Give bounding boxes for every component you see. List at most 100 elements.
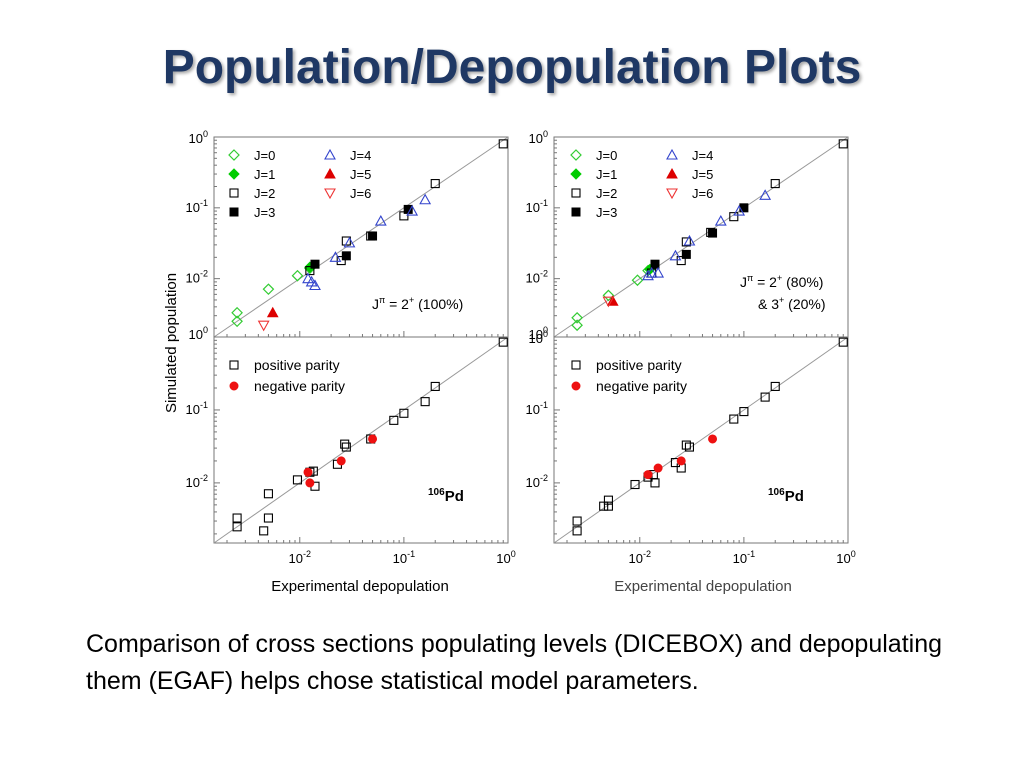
annotation-line: Jπ = 2+ (80%) [740, 273, 823, 290]
point-negative [303, 467, 313, 477]
point-J2 [838, 139, 848, 149]
legend-label-J6: J=6 [350, 186, 371, 201]
point-J2 [341, 236, 351, 246]
figure-panel: 100 10-1 10-2 100 J=0 J=1 J=2 J=3 J=4 J=5 J=6 Jπ = … [163, 129, 856, 595]
point-negative [676, 456, 686, 466]
isotope-label: 106Pd [768, 487, 804, 505]
diagonal-line [553, 336, 849, 544]
legend-marker-J5 [324, 167, 336, 179]
point-J4 [669, 249, 682, 261]
point-positive [498, 337, 508, 347]
y-tick-label: 10-1 [526, 400, 548, 417]
y-tick-label: 10-1 [526, 198, 548, 215]
legend-marker-negative [571, 381, 581, 391]
isotope-label: 106Pd [428, 487, 464, 505]
point-positive [770, 381, 780, 391]
point-J4 [683, 234, 696, 246]
point-J6 [602, 296, 615, 308]
legend-label-negative: negative parity [254, 378, 345, 394]
point-J0 [262, 283, 275, 296]
legend-label-J2: J=2 [596, 186, 617, 201]
point-J3 [341, 251, 351, 261]
legend-label-J1: J=1 [596, 167, 617, 182]
point-positive [263, 513, 273, 523]
point-positive [599, 501, 609, 511]
legend-marker-J4 [324, 148, 336, 160]
y-tick-label: 100 [529, 329, 548, 346]
y-tick-label: 100 [529, 325, 548, 342]
annotation-line: & 3+ (20%) [758, 295, 826, 312]
point-negative [336, 456, 346, 466]
legend-marker-J4 [666, 148, 678, 160]
point-negative [708, 434, 718, 444]
x-tick-label: 10-1 [733, 549, 755, 566]
point-J4 [642, 269, 654, 281]
plot-right-bottom: 100 10-1 10-2 10-2 10-1 100 positive parity neg… [526, 329, 856, 566]
point-J2 [681, 237, 691, 247]
plot-right-top: 100 10-1 10-2 100 J=0 J=1 J=2 J=3 J=4 J=5 J=6 Jπ = … [526, 129, 849, 342]
point-J0 [571, 311, 583, 324]
legend-marker-negative [229, 381, 239, 391]
point-J3 [650, 259, 660, 269]
slide-caption: Comparison of cross sections populating … [86, 630, 943, 695]
legend-label-J2: J=2 [254, 186, 275, 201]
diagonal-line [213, 336, 509, 544]
x-axis-label-right: Experimental depopulation [614, 578, 792, 595]
legend-label-J3: J=3 [254, 205, 275, 220]
point-positive [232, 522, 242, 532]
point-positive [340, 439, 350, 449]
plot-frame [553, 336, 849, 544]
point-negative [653, 463, 663, 473]
legend-marker-J1 [570, 168, 582, 180]
diagonal-line [553, 136, 849, 338]
point-J2 [305, 266, 315, 276]
y-tick-label: 100 [189, 129, 208, 146]
point-positive [572, 526, 582, 536]
legend-label-J5: J=5 [692, 167, 713, 182]
point-J4 [374, 214, 387, 226]
legend-label-J4: J=4 [692, 148, 713, 163]
point-positive [739, 407, 749, 417]
legend-label-J4: J=4 [350, 148, 371, 163]
point-J2 [729, 212, 739, 222]
point-negative [368, 434, 378, 444]
plot-frame [213, 336, 509, 544]
point-positive [341, 442, 351, 452]
point-J4 [419, 193, 432, 205]
y-tick-label: 10-2 [186, 473, 208, 490]
point-J4 [309, 279, 321, 291]
legend-marker-positive [229, 360, 239, 370]
y-tick-label: 10-2 [186, 269, 208, 286]
legend-marker-J3 [229, 207, 239, 217]
point-J2 [430, 179, 440, 189]
point-J4 [652, 266, 665, 278]
point-J6 [257, 320, 270, 332]
point-J2 [676, 256, 686, 266]
legend-label-positive: positive parity [254, 357, 340, 373]
legend-marker-J6 [666, 188, 678, 200]
point-J0 [291, 269, 304, 282]
legend-marker-J2 [571, 188, 581, 198]
y-tick-label: 10-2 [526, 269, 548, 286]
point-positive [603, 501, 613, 511]
x-tick-label: 10-2 [629, 549, 651, 566]
x-tick-label: 100 [496, 549, 515, 566]
point-J2 [498, 139, 508, 149]
point-J0 [231, 306, 243, 319]
diagonal-line [213, 136, 509, 338]
point-positive [292, 475, 303, 485]
point-positive [603, 495, 613, 505]
y-tick-label: 10-2 [526, 473, 548, 490]
y-tick-label: 10-1 [186, 198, 208, 215]
legend-label-J0: J=0 [254, 148, 275, 163]
point-positive [650, 478, 660, 488]
point-positive [420, 397, 430, 407]
legend-marker-J0 [570, 149, 582, 161]
point-J3 [310, 259, 320, 269]
point-negative [643, 470, 653, 480]
point-positive [232, 513, 242, 523]
legend-marker-J1 [228, 168, 240, 180]
legend-marker-J6 [324, 188, 336, 200]
point-J4 [329, 251, 342, 262]
legend-marker-J0 [228, 149, 240, 161]
